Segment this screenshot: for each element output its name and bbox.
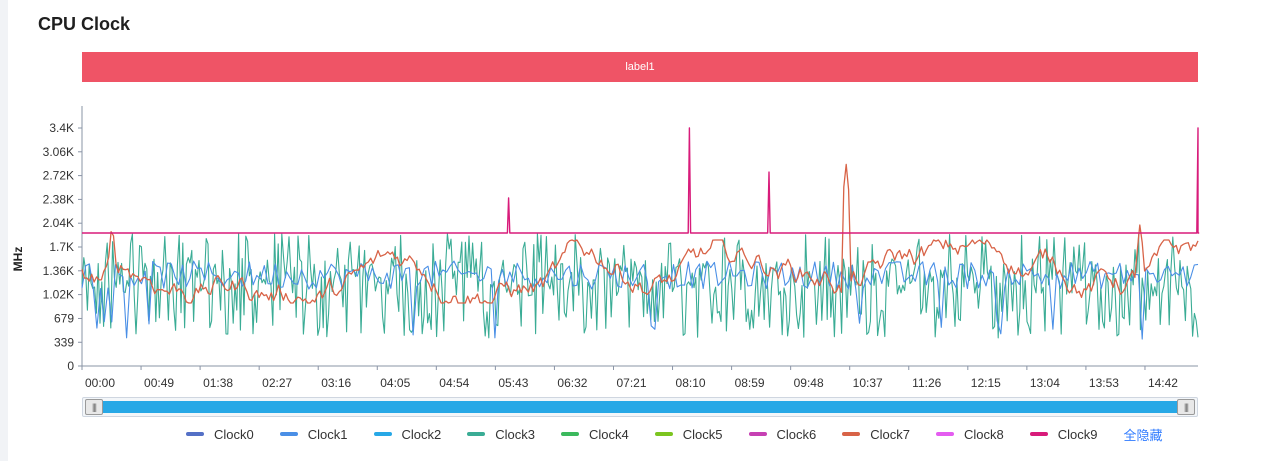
left-strip: [0, 0, 8, 461]
legend-item-clock7[interactable]: Clock7: [842, 427, 910, 442]
legend-swatch: [186, 432, 204, 436]
x-tick-label: 13:53: [1089, 376, 1119, 390]
legend-swatch: [842, 432, 861, 436]
y-tick-label: 1.36K: [43, 264, 74, 278]
y-tick-label: 679: [54, 311, 74, 325]
y-tick-label: 2.38K: [43, 192, 74, 206]
x-tick-label: 08:59: [735, 376, 765, 390]
legend-swatch: [561, 432, 579, 436]
y-tick-label: 2.04K: [43, 216, 74, 230]
x-tick-label: 10:37: [853, 376, 883, 390]
legend-item-clock5[interactable]: Clock5: [654, 426, 723, 442]
x-tick-label: 03:16: [321, 376, 351, 390]
legend-label: Clock5: [682, 426, 723, 442]
y-tick-label: 3.06K: [43, 145, 74, 159]
x-tick-label: 12:15: [971, 376, 1001, 390]
x-tick-label: 00:00: [85, 376, 115, 390]
chart-title: CPU Clock: [38, 14, 131, 34]
x-tick-label: 05:43: [498, 376, 528, 390]
label-band-text: label1: [625, 61, 655, 73]
y-tick-label: 1.7K: [49, 240, 74, 254]
legend-label: Clock0: [214, 426, 254, 442]
legend-item-clock6[interactable]: Clock6: [748, 426, 817, 442]
zoom-handle-left[interactable]: |||: [85, 399, 103, 415]
legend-swatch: [936, 432, 954, 436]
legend-item-clock0[interactable]: Clock0: [186, 427, 254, 442]
x-tick-label: 08:10: [676, 376, 706, 390]
series-clock7-line: [81, 163, 1199, 304]
x-tick-label: 00:49: [144, 376, 174, 390]
legend-swatch: [279, 432, 298, 436]
legend-label: Clock9: [1057, 426, 1098, 442]
y-tick-label: 2.72K: [43, 169, 74, 183]
x-tick-label: 01:38: [203, 376, 233, 390]
legend-label: Clock4: [589, 426, 629, 442]
legend-label: Clock2: [401, 426, 442, 442]
series-clock9-line: [82, 127, 1200, 234]
series-clock1-line: [81, 260, 1199, 340]
hide-all-link[interactable]: 全隐藏: [1123, 427, 1163, 443]
legend-item-clock4[interactable]: Clock4: [561, 427, 629, 442]
x-tick-label: 14:42: [1148, 376, 1178, 390]
legend-swatch: [467, 432, 486, 436]
legend-label: Clock6: [776, 426, 817, 442]
x-tick-label: 13:04: [1030, 376, 1060, 390]
legend-item-clock1[interactable]: Clock1: [279, 426, 348, 442]
x-tick-label: 04:54: [439, 376, 469, 390]
y-tick-label: 3.4K: [49, 121, 74, 135]
legend-swatch: [654, 432, 673, 436]
x-tick-label: 11:26: [912, 376, 941, 390]
legend: Clock0 Clock1 Clock2 Clock3 Clock4 Clock5 Cloc…: [186, 426, 1163, 443]
legend-label: Clock8: [964, 426, 1004, 442]
legend-label: Clock1: [307, 426, 348, 442]
zoom-slider[interactable]: ||| |||: [82, 397, 1198, 417]
legend-item-clock8[interactable]: Clock8: [936, 427, 1004, 442]
legend-item-clock9[interactable]: Clock9: [1029, 426, 1098, 442]
x-tick-label: 04:05: [380, 376, 410, 390]
legend-item-clock3[interactable]: Clock3: [467, 427, 535, 442]
legend-swatch: [1029, 432, 1048, 436]
label-band[interactable]: label1: [82, 52, 1198, 82]
zoom-slider-range[interactable]: [103, 401, 1177, 413]
x-tick-label: 06:32: [557, 376, 587, 390]
y-tick-label: 0: [67, 359, 74, 373]
legend-label: Clock7: [870, 426, 910, 442]
zoom-handle-right[interactable]: |||: [1177, 399, 1195, 415]
series-clock3-line: [81, 232, 1199, 339]
y-tick-label: 1.02K: [43, 288, 74, 302]
y-tick-label: 339: [54, 335, 74, 349]
x-tick-label: 07:21: [616, 376, 646, 390]
legend-item-clock2[interactable]: Clock2: [373, 426, 442, 442]
x-tick-label: 02:27: [262, 376, 292, 390]
x-tick-label: 09:48: [794, 376, 824, 390]
legend-label: Clock3: [495, 426, 535, 442]
legend-swatch: [748, 432, 767, 436]
legend-swatch: [373, 432, 392, 436]
